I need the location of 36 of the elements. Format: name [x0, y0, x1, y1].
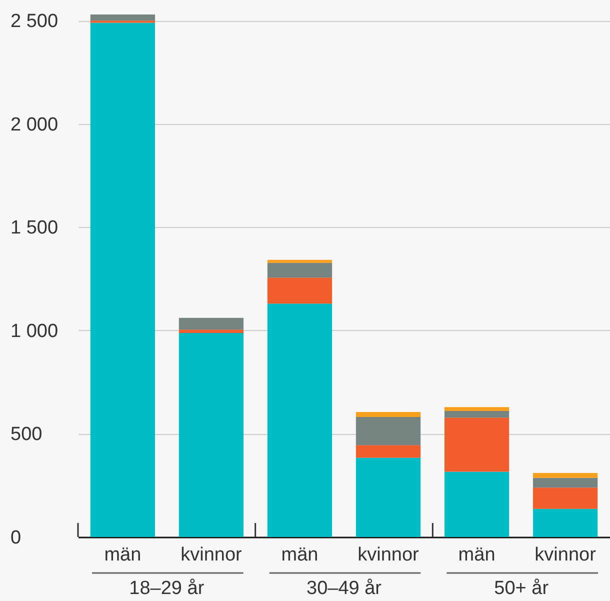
- bar: [178, 330, 244, 333]
- y-tick-label: 1 500: [10, 218, 58, 239]
- bar: [444, 411, 510, 418]
- bar: [90, 22, 156, 537]
- bar: [532, 488, 598, 509]
- bar: [532, 472, 598, 478]
- bar: [267, 278, 332, 304]
- y-tick-label: 2 500: [10, 11, 58, 32]
- y-tick-label: 0: [10, 528, 22, 548]
- x-tick-label: män: [458, 544, 496, 566]
- y-tick-label: 2 000: [10, 114, 58, 136]
- y-tick-label: 1 000: [10, 320, 58, 342]
- bar: [356, 417, 421, 446]
- bar: [356, 412, 421, 417]
- bar: [267, 262, 332, 278]
- bar: [356, 445, 421, 458]
- bar: [532, 508, 598, 537]
- bar: [532, 478, 598, 488]
- bar: [444, 407, 510, 412]
- text: 18–29 år: [129, 578, 205, 599]
- x-tick-label: kvinnor: [180, 544, 243, 566]
- y-tick-label: 500: [10, 424, 42, 446]
- x-tick-label: män: [104, 544, 142, 566]
- bar: [267, 304, 332, 537]
- bar: [90, 14, 156, 21]
- bar: [267, 260, 332, 263]
- bar: [444, 418, 510, 472]
- bar: [178, 332, 244, 537]
- x-tick-label: kvinnor: [358, 544, 420, 566]
- bar: [178, 318, 244, 330]
- text: 30–49 år: [306, 578, 382, 599]
- x-tick-label: män: [281, 544, 318, 566]
- bar: [356, 458, 421, 537]
- x-tick-label: kvinnor: [534, 544, 597, 566]
- bar: [444, 472, 510, 537]
- text: 50+ år: [494, 578, 550, 599]
